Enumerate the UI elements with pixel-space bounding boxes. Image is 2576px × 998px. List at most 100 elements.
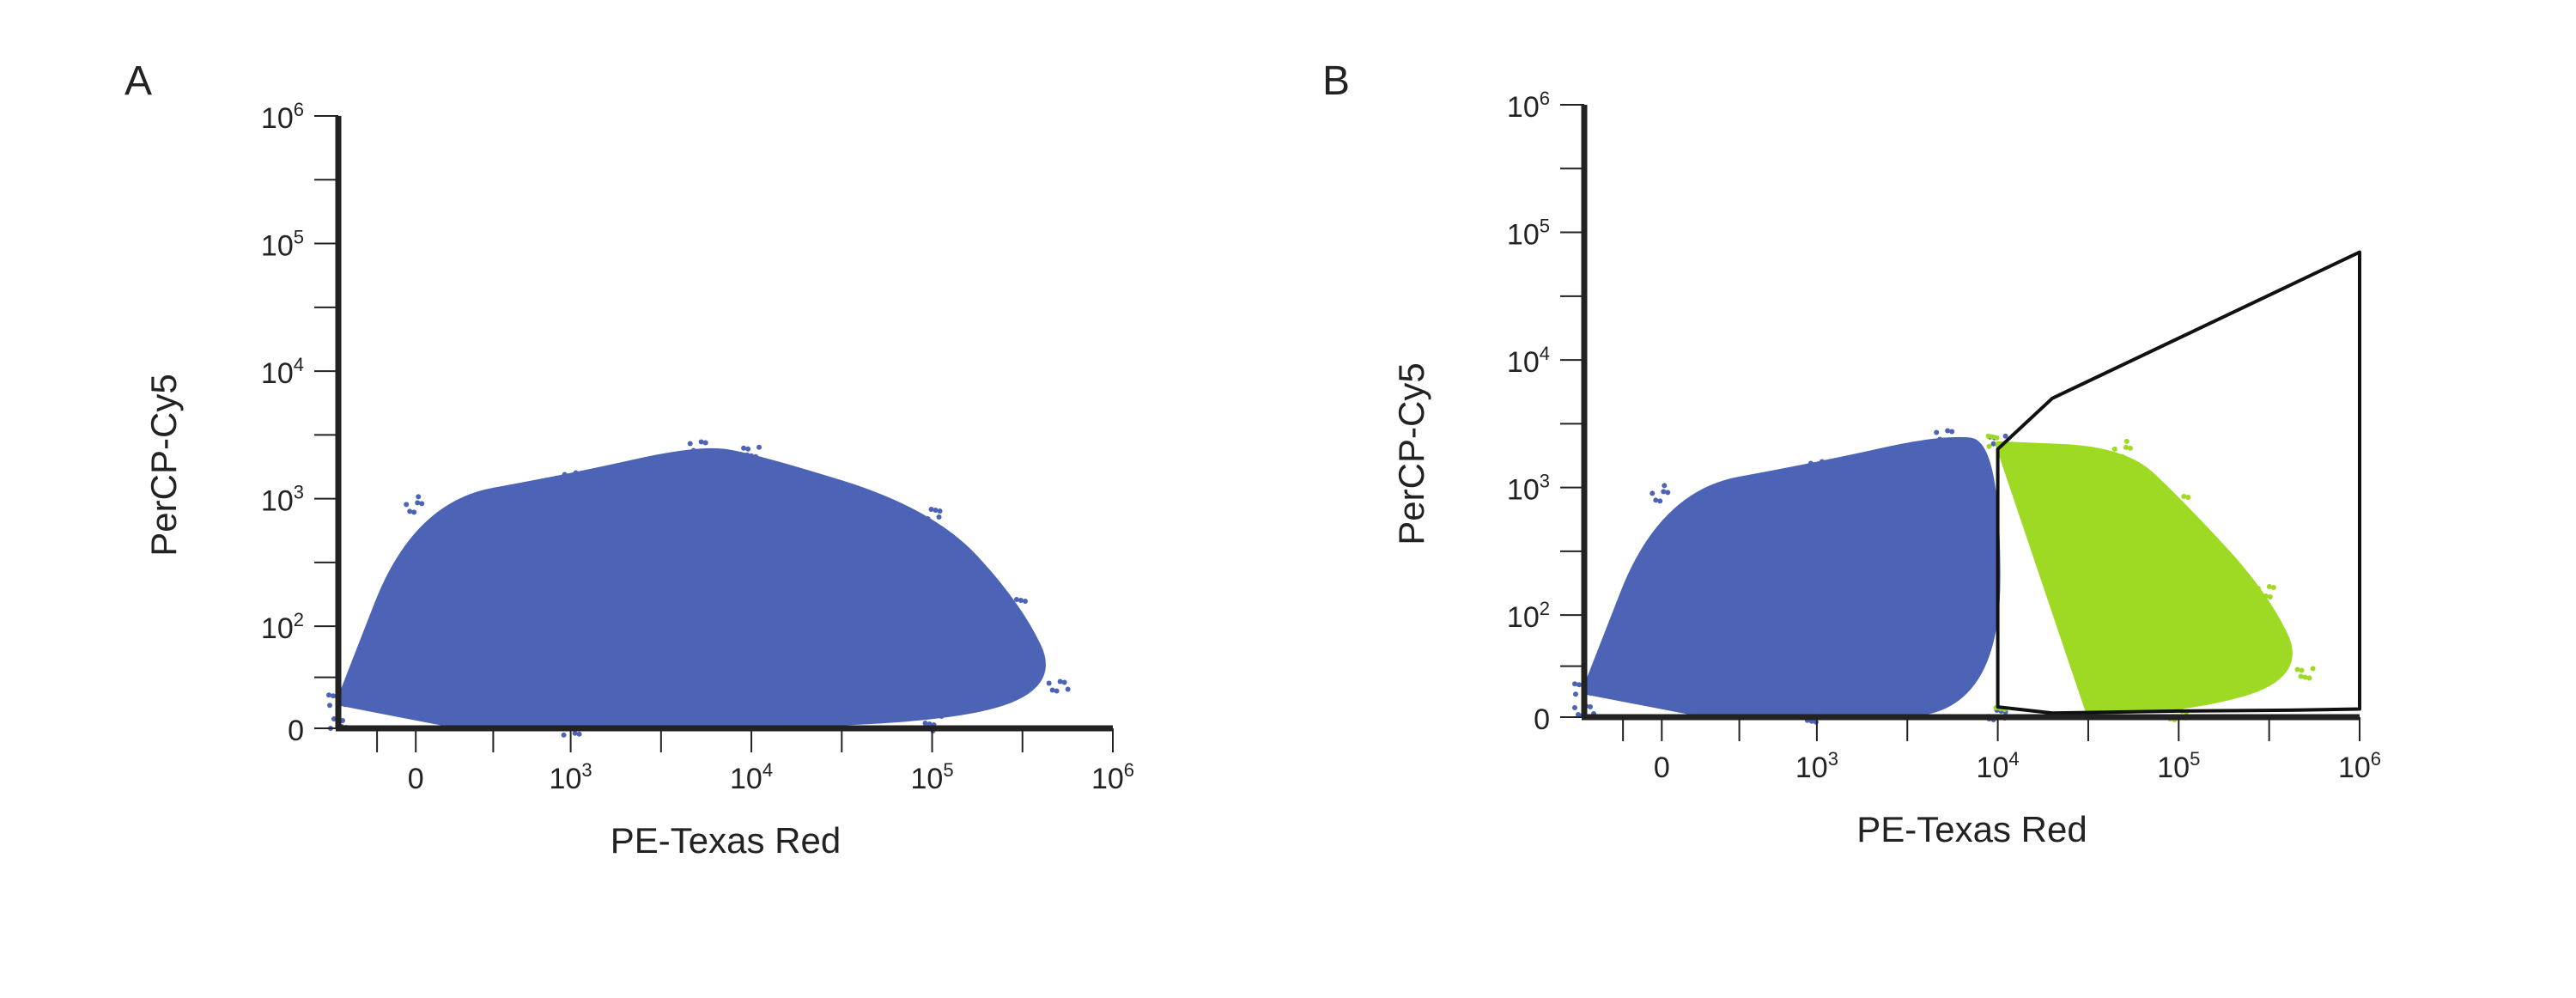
gate-outline[interactable] [1996, 250, 2361, 715]
data-point [572, 730, 578, 736]
x-tick-exponent: 5 [2190, 748, 2200, 770]
data-point [2267, 594, 2273, 600]
y-axis-title: PerCP-Cy5 [1391, 362, 1431, 545]
data-point [573, 470, 579, 476]
panel-label: B [1322, 58, 1350, 104]
data-point [1572, 705, 1577, 711]
x-tick-exponent: 4 [2008, 748, 2019, 770]
y-tick-exponent: 3 [1540, 471, 1550, 492]
x-tick-exponent: 6 [2371, 748, 2381, 770]
data-point [1823, 459, 1829, 466]
x-tick-exponent: 3 [581, 759, 592, 781]
data-point [2185, 495, 2191, 501]
data-point [1005, 605, 1012, 612]
y-tick-exponent: 3 [294, 482, 304, 503]
data-point [939, 714, 945, 720]
data-point [2115, 453, 2121, 459]
data-point [1807, 466, 1813, 472]
data-point [1811, 467, 1817, 473]
data-point [698, 439, 704, 445]
data-point [577, 471, 583, 477]
data-point [920, 515, 927, 521]
data-point [1990, 441, 1996, 447]
data-point [576, 731, 582, 737]
data-point [695, 448, 701, 454]
panel-b: B 0 102 103 104 105 106 0 103 104 105 106 PE-Texas R… [1322, 58, 2381, 849]
data-point [561, 732, 567, 738]
data-point [1657, 498, 1663, 504]
y-tick-label: 106 [1507, 88, 1550, 124]
y-tick-label: 105 [1507, 216, 1550, 252]
x-tick-label: 106 [1091, 759, 1134, 795]
data-point [925, 516, 931, 522]
x-tick-label: 104 [730, 759, 773, 795]
data-point [1816, 709, 1822, 715]
y-tick-exponent: 5 [1540, 216, 1550, 237]
x-tick-label: 103 [550, 759, 592, 795]
x-tick-label: 104 [1977, 748, 2020, 784]
y-tick-exponent: 5 [294, 227, 304, 248]
data-point [1945, 428, 1951, 434]
data-point [1046, 680, 1052, 686]
data-point [2111, 446, 2117, 452]
y-tick-label: 104 [261, 354, 304, 390]
data-point [2255, 586, 2261, 592]
y-tick-exponent: 6 [294, 99, 304, 120]
data-point [1588, 704, 1593, 710]
data-point [2306, 675, 2312, 681]
y-tick-label: 103 [1507, 471, 1550, 507]
y-axis-title: PerCP-Cy5 [143, 374, 184, 556]
x-axis-title: PE-Texas Red [611, 820, 841, 861]
y-tick-label: 103 [261, 482, 304, 518]
data-point [1994, 435, 2000, 441]
data-point [565, 478, 571, 484]
data-point [928, 507, 934, 513]
y-tick-label: 104 [1507, 343, 1550, 379]
data-point [936, 514, 942, 520]
data-point [741, 445, 747, 451]
data-point [327, 703, 332, 709]
data-point [1662, 483, 1668, 489]
x-tick-label: 105 [2157, 748, 2200, 784]
data-point [1815, 468, 1821, 474]
data-point [1010, 606, 1016, 612]
panel-a: A 0 102 103 104 105 106 0 103 104 105 106 PE-Texas R… [125, 58, 1134, 861]
data-point [756, 444, 762, 450]
data-point [1934, 429, 1940, 435]
data-point [1949, 429, 1955, 435]
y-tick-label: 0 [1534, 703, 1550, 736]
x-tick-exponent: 4 [762, 759, 773, 781]
data-point [702, 440, 708, 446]
data-point [343, 702, 348, 708]
data-point [1653, 497, 1659, 503]
data-point [1577, 682, 1582, 688]
data-point [2123, 444, 2129, 450]
data-point [690, 447, 696, 453]
data-point [744, 452, 750, 458]
y-tick-label: 0 [288, 715, 304, 747]
data-point [407, 508, 413, 514]
data-point [1054, 688, 1060, 694]
data-point [1819, 459, 1825, 465]
data-point [1985, 433, 1991, 439]
data-point [2170, 496, 2176, 502]
data-point [2173, 502, 2179, 508]
data-point [922, 721, 928, 727]
data-point [749, 453, 755, 459]
y-tick-exponent: 2 [1540, 598, 1550, 619]
y-tick-exponent: 4 [294, 354, 304, 375]
data-point [326, 692, 331, 698]
data-point [2266, 584, 2272, 590]
data-point [1572, 681, 1577, 687]
data-point [1937, 436, 1943, 442]
data-point [1573, 691, 1578, 697]
population-series-1 [1995, 441, 2293, 715]
data-point [2002, 433, 2008, 439]
data-point [2181, 494, 2187, 500]
data-point [2123, 438, 2129, 444]
data-point [1022, 599, 1028, 605]
data-point [934, 713, 940, 719]
data-point [937, 508, 943, 514]
x-tick-exponent: 5 [943, 759, 953, 781]
